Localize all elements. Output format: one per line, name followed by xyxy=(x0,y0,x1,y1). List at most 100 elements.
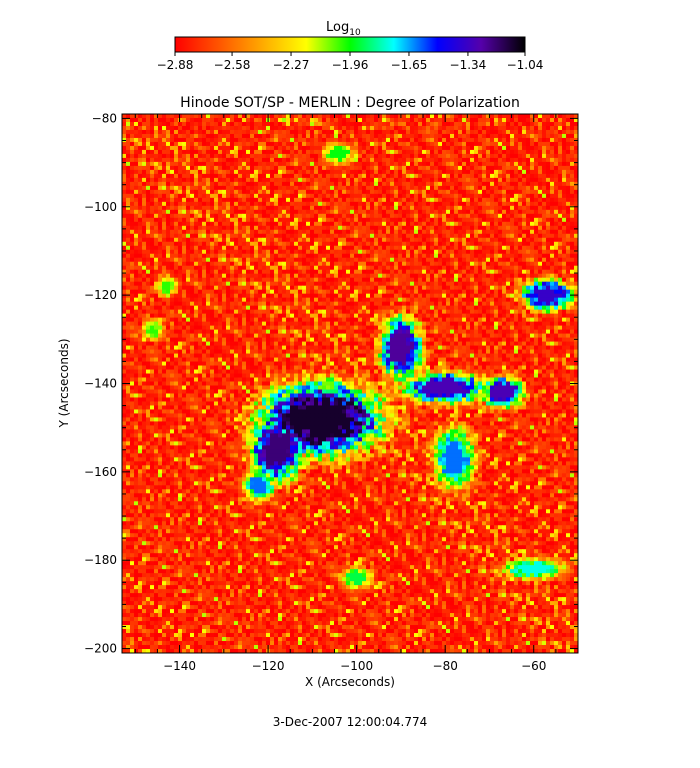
heatmap-cell xyxy=(286,121,291,127)
heatmap-cell xyxy=(402,185,407,191)
heatmap-cell xyxy=(426,213,431,219)
heatmap-cell xyxy=(122,269,127,275)
heatmap-cell xyxy=(166,173,171,179)
heatmap-cell xyxy=(202,209,207,215)
heatmap-cell xyxy=(274,169,279,175)
heatmap-cell xyxy=(174,153,179,159)
heatmap-cell xyxy=(330,121,335,127)
heatmap-cell xyxy=(302,149,307,155)
heatmap-cell xyxy=(542,141,547,147)
heatmap-cell xyxy=(266,165,271,171)
heatmap-cell xyxy=(142,185,147,191)
heatmap-cell xyxy=(218,161,223,167)
heatmap-cell xyxy=(414,221,419,227)
heatmap-cell xyxy=(522,197,527,203)
heatmap-cell xyxy=(438,137,443,143)
heatmap-cell xyxy=(374,209,379,215)
heatmap-cell xyxy=(210,121,215,127)
heatmap-cell xyxy=(534,205,539,211)
heatmap-cell xyxy=(346,185,351,191)
heatmap-cell xyxy=(490,193,495,199)
heatmap-cell xyxy=(430,237,435,243)
heatmap-cell xyxy=(562,141,567,147)
heatmap-cell xyxy=(146,125,151,131)
heatmap-cell xyxy=(482,277,487,283)
heatmap-cell xyxy=(178,285,183,291)
heatmap-cell xyxy=(210,221,215,227)
heatmap-cell xyxy=(322,145,327,151)
heatmap-cell xyxy=(286,189,291,195)
heatmap-cell xyxy=(278,241,283,247)
heatmap-cell xyxy=(246,221,251,227)
heatmap-cell xyxy=(266,181,271,187)
heatmap-cell xyxy=(530,277,535,283)
heatmap-cell xyxy=(242,213,247,219)
heatmap-cell xyxy=(458,177,463,183)
heatmap-cell xyxy=(310,229,315,235)
heatmap-cell xyxy=(194,281,199,287)
heatmap-cell xyxy=(266,209,271,215)
heatmap-cell xyxy=(566,165,571,171)
heatmap-cell xyxy=(202,125,207,131)
heatmap-cell xyxy=(470,149,475,155)
heatmap-cell xyxy=(158,217,163,223)
heatmap-cell xyxy=(322,129,327,135)
heatmap-cell xyxy=(330,229,335,235)
heatmap-cell xyxy=(550,261,555,267)
heatmap-cell xyxy=(382,245,387,251)
heatmap-cell xyxy=(266,213,271,219)
heatmap-cell xyxy=(402,157,407,163)
heatmap-cell xyxy=(346,285,351,291)
heatmap-cell xyxy=(414,197,419,203)
heatmap-cell xyxy=(254,145,259,151)
heatmap-cell xyxy=(186,221,191,227)
heatmap-cell xyxy=(302,161,307,167)
heatmap-cell xyxy=(146,173,151,179)
heatmap-cell xyxy=(458,185,463,191)
heatmap-cell xyxy=(270,245,275,251)
heatmap-cell xyxy=(190,133,195,139)
heatmap-cell xyxy=(154,233,159,239)
heatmap-cell xyxy=(362,209,367,215)
heatmap-cell xyxy=(522,265,527,271)
heatmap-cell xyxy=(182,169,187,175)
heatmap-cell xyxy=(318,233,323,239)
heatmap-cell xyxy=(214,149,219,155)
heatmap-cell xyxy=(394,181,399,187)
heatmap-cell xyxy=(574,149,578,155)
heatmap-cell xyxy=(494,185,499,191)
heatmap-cell xyxy=(446,213,451,219)
heatmap-cell xyxy=(366,217,371,223)
heatmap-cell xyxy=(486,225,491,231)
heatmap-cell xyxy=(310,233,315,239)
heatmap-cell xyxy=(290,121,295,127)
heatmap-cell xyxy=(290,165,295,171)
heatmap-cell xyxy=(286,181,291,187)
heatmap-cell xyxy=(306,257,311,263)
heatmap-cell xyxy=(150,129,155,135)
heatmap-cell xyxy=(538,177,543,183)
heatmap-cell xyxy=(346,125,351,131)
heatmap-cell xyxy=(134,233,139,239)
heatmap-cell xyxy=(402,225,407,231)
heatmap-cell xyxy=(554,157,559,163)
heatmap-cell xyxy=(258,165,263,171)
heatmap-cell xyxy=(530,261,535,267)
heatmap-cell xyxy=(342,205,347,211)
heatmap-cell xyxy=(378,245,383,251)
heatmap-cell xyxy=(490,141,495,147)
heatmap-cell xyxy=(226,245,231,251)
heatmap-cell xyxy=(534,189,539,195)
heatmap-cell xyxy=(222,221,227,227)
heatmap-cell xyxy=(202,114,207,119)
heatmap-cell xyxy=(274,217,279,223)
heatmap-cell xyxy=(286,225,291,231)
heatmap-cell xyxy=(326,213,331,219)
heatmap-cell xyxy=(134,265,139,271)
heatmap-cell xyxy=(390,225,395,231)
heatmap-cell xyxy=(262,177,267,183)
heatmap-cell xyxy=(486,245,491,251)
heatmap-cell xyxy=(318,213,323,219)
heatmap-cell xyxy=(250,221,255,227)
heatmap-cell xyxy=(466,193,471,199)
